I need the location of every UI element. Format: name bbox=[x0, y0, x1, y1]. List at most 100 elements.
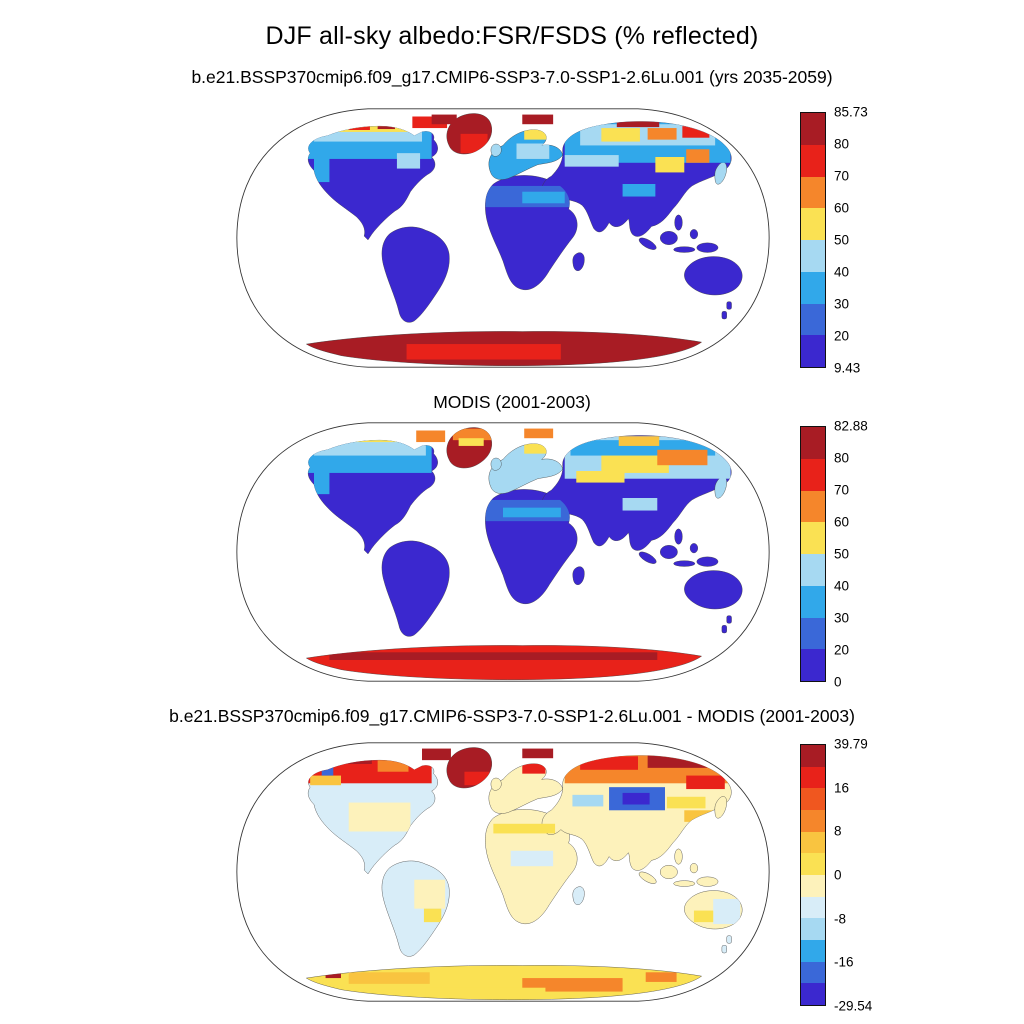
data-cell-patch bbox=[522, 114, 554, 125]
figure-title: DJF all-sky albedo:FSR/FSDS (% reflected… bbox=[265, 22, 759, 50]
data-cell-patch bbox=[493, 823, 556, 834]
colorbar-segment bbox=[801, 810, 825, 832]
colorbar-segment bbox=[801, 554, 825, 586]
data-cell-patch bbox=[423, 908, 442, 923]
colorbar-tick-label: 40 bbox=[834, 264, 850, 280]
map-panel-2-modis-albedo bbox=[236, 422, 770, 682]
data-cell-patch bbox=[314, 151, 330, 183]
continent-nz bbox=[721, 615, 733, 634]
continent-mg bbox=[572, 886, 585, 906]
data-cell-patch bbox=[522, 763, 546, 774]
colorbar-panel-1: 85.73 80 70 60 50 40 30 20 9.43 bbox=[800, 105, 868, 374]
data-cell-patch bbox=[666, 796, 706, 809]
colorbar-segment bbox=[801, 240, 825, 272]
colorbar-segment bbox=[801, 113, 825, 145]
data-cell-patch bbox=[686, 775, 725, 790]
data-cell-patch bbox=[657, 449, 708, 466]
colorbar-segment bbox=[801, 585, 825, 618]
data-cell-patch bbox=[713, 899, 741, 925]
data-cell-patch bbox=[576, 471, 625, 483]
colorbar-tick-label: 16 bbox=[834, 779, 850, 795]
data-cell-patch bbox=[516, 143, 550, 159]
data-cell-patch bbox=[622, 184, 656, 197]
data-cell-patch bbox=[686, 149, 710, 163]
data-cell-patch bbox=[321, 765, 334, 776]
colorbar-segment bbox=[801, 649, 825, 681]
colorbar-segments bbox=[800, 426, 826, 682]
continent-au bbox=[683, 570, 743, 610]
data-cell-patch bbox=[327, 126, 341, 129]
colorbar-tick-label: 50 bbox=[834, 546, 850, 562]
colorbar-segment bbox=[801, 766, 825, 789]
colorbar-tick-label: 20 bbox=[834, 642, 850, 658]
colorbar-tick-label: 60 bbox=[834, 514, 850, 530]
data-cell-patch bbox=[396, 153, 421, 169]
colorbar-tick-label: 50 bbox=[834, 232, 850, 248]
data-cell-patch bbox=[693, 910, 714, 923]
colorbar-segments bbox=[800, 112, 826, 368]
data-cell-patch bbox=[422, 748, 451, 761]
data-cell-patch bbox=[684, 810, 714, 822]
colorbar-segment bbox=[801, 896, 825, 919]
colorbar-panel-2: 82.88 80 70 60 50 40 30 20 0 bbox=[800, 419, 868, 688]
colorbar-segment bbox=[801, 961, 825, 984]
data-cell-patch bbox=[458, 438, 484, 446]
data-cell-patch bbox=[580, 756, 638, 770]
data-cell-patch bbox=[572, 794, 604, 807]
data-cell-patch bbox=[348, 802, 411, 832]
colorbar-segment bbox=[801, 875, 825, 897]
data-cell-patch bbox=[522, 978, 623, 992]
data-cell-patch bbox=[618, 436, 660, 446]
data-cell-patch bbox=[522, 191, 565, 204]
colorbar-tick-label: 60 bbox=[834, 200, 850, 216]
data-cell-patch bbox=[503, 507, 561, 518]
colorbar-tick-label: 39.79 bbox=[834, 736, 868, 752]
data-cell-patch bbox=[416, 430, 446, 443]
colorbar-tick-label: 8 bbox=[834, 823, 842, 839]
colorbar-segment bbox=[801, 458, 825, 491]
continent-mg bbox=[572, 252, 585, 272]
data-cell-patch bbox=[524, 428, 554, 439]
colorbar-segment bbox=[801, 853, 825, 876]
colorbar-segment bbox=[801, 208, 825, 240]
colorbar-tick-label: 40 bbox=[834, 578, 850, 594]
colorbar-tick-label: 82.88 bbox=[834, 418, 868, 434]
data-cell-patch bbox=[329, 440, 417, 443]
continent-an bbox=[305, 644, 703, 681]
data-cell-patch bbox=[329, 652, 658, 660]
colorbar-segment bbox=[801, 176, 825, 209]
colorbar-tick-label: 0 bbox=[834, 867, 842, 883]
data-cell-patch bbox=[464, 771, 490, 786]
data-cell-patch bbox=[314, 465, 330, 495]
colorbar-tick-label: 80 bbox=[834, 450, 850, 466]
data-cell-patch bbox=[622, 792, 650, 805]
colorbar-tick-label: 0 bbox=[834, 674, 842, 690]
colorbar-segment bbox=[801, 918, 825, 941]
data-cell-patch bbox=[348, 126, 370, 130]
colorbar-segment bbox=[801, 522, 825, 554]
continent-uk bbox=[490, 457, 502, 471]
data-cell-patch bbox=[510, 850, 554, 867]
colorbar-panel-3: 39.79 16 8 0 -8 -16 -29.54 bbox=[800, 737, 872, 1012]
colorbar-tick-label: 70 bbox=[834, 168, 850, 184]
data-cell-patch bbox=[310, 775, 341, 786]
data-cell-patch bbox=[601, 128, 640, 142]
data-cell-patch bbox=[647, 128, 677, 140]
data-cell-patch bbox=[524, 129, 548, 140]
data-cell-patch bbox=[645, 972, 677, 982]
colorbar-tick-label: 30 bbox=[834, 296, 850, 312]
colorbar-segment bbox=[801, 335, 825, 367]
colorbar-tick-label: -8 bbox=[834, 910, 847, 926]
data-cell-patch bbox=[616, 121, 660, 128]
colorbar-tick-label: -29.54 bbox=[834, 998, 873, 1014]
data-cell-patch bbox=[601, 455, 669, 473]
colorbar-tick-label: 70 bbox=[834, 482, 850, 498]
colorbar-segment bbox=[801, 271, 825, 304]
data-cell-patch bbox=[414, 879, 446, 909]
map-panel-1-model-albedo bbox=[236, 108, 770, 368]
colorbar-tick-label: -16 bbox=[834, 954, 854, 970]
data-cell-patch bbox=[348, 972, 430, 984]
continent-sa bbox=[381, 226, 450, 323]
colorbar-tick-label: 85.73 bbox=[834, 104, 868, 120]
colorbar-segment bbox=[801, 788, 825, 811]
